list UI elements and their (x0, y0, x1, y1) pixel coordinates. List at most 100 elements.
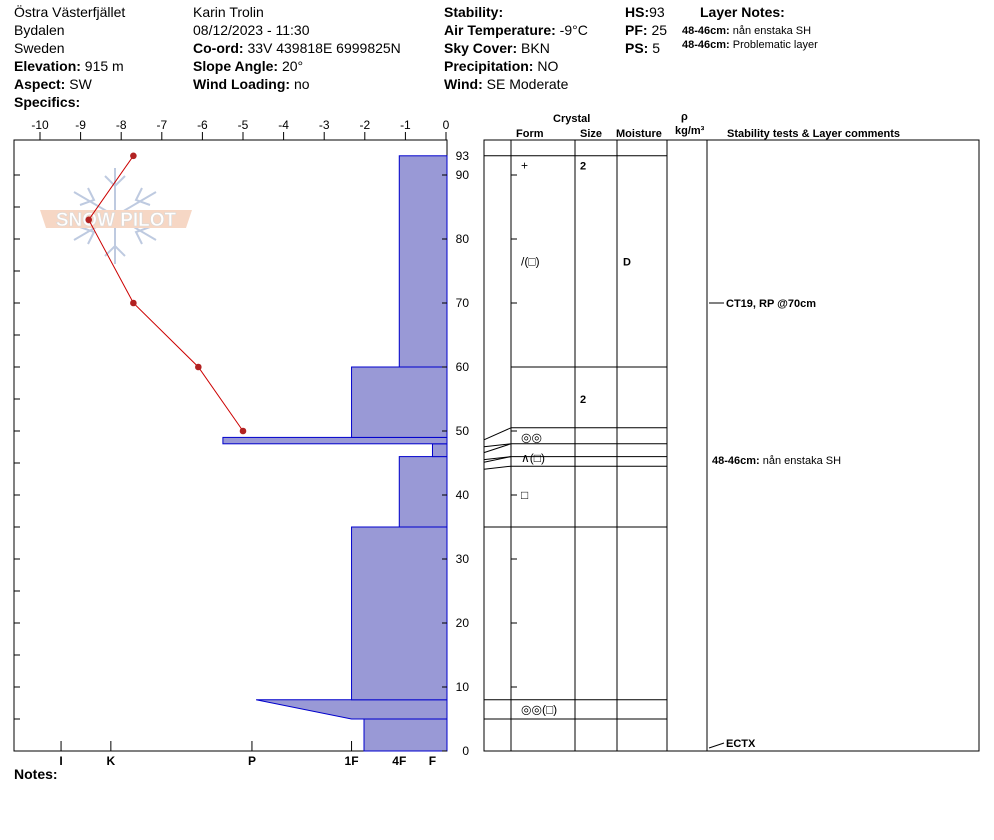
stability-test-result: ECTX (726, 738, 756, 750)
wind-loading-label: Wind Loading: (193, 76, 290, 92)
temperature-point (130, 152, 137, 160)
hardness-label: P (248, 754, 256, 768)
snowpilot-logo: SNOW PILOT (40, 168, 192, 264)
observer-name: Karin Trolin (193, 4, 264, 20)
temperature-point (85, 216, 93, 224)
temp-tick-label: -5 (238, 118, 249, 132)
temp-tick-label: -2 (359, 118, 370, 132)
wind-loading-value: no (294, 76, 310, 92)
crystal-form-symbol: ◎◎ (521, 430, 542, 444)
hardness-label: I (59, 754, 62, 768)
hardness-bar (222, 436, 448, 445)
hardness-bar (398, 456, 448, 528)
hardness-label: 1F (345, 754, 359, 768)
precipitation-label: Precipitation: (444, 58, 533, 74)
pf-label: PF: (625, 22, 648, 38)
temp-tick-label: -1 (400, 118, 411, 132)
wind-value: SE Moderate (487, 76, 569, 92)
crystal-form-symbol: + (521, 158, 528, 172)
height-tick-label: 60 (456, 360, 470, 374)
hardness-profile (222, 155, 448, 752)
form-header: Form (516, 128, 544, 140)
crystal-header: Crystal (553, 113, 590, 125)
stability-label: Stability: (444, 4, 503, 20)
temperature-line (88, 155, 244, 432)
temp-tick-label: -8 (116, 118, 127, 132)
temp-tick-label: -6 (197, 118, 208, 132)
svg-text:Slope Angle: 20°: Slope Angle: 20° (193, 58, 303, 74)
height-tick-label: 10 (456, 680, 470, 694)
svg-text:Wind Loading: no: Wind Loading: no (193, 76, 310, 92)
crystal-form-symbol: ◎◎(□) (521, 702, 557, 716)
layer-connector (483, 465, 512, 470)
notes-label: Notes: (14, 766, 58, 782)
height-tick-label: 80 (456, 232, 470, 246)
hardness-label: F (429, 754, 436, 768)
svg-text:Air Temperature: -9°C: Air Temperature: -9°C (444, 22, 588, 38)
coord-label: Co-ord: (193, 40, 244, 56)
layer-note: 48-46cm: nån enstaka SH (682, 25, 811, 37)
temperature-axis: -10 -9 -8 -7 -6 -5 -4 -3 -2 -1 0I K P 1F 4F F (14, 118, 450, 768)
temperature-point (195, 363, 202, 371)
temp-tick-label: -7 (156, 118, 167, 132)
svg-text:Sky Cover: BKN: Sky Cover: BKN (444, 40, 550, 56)
height-axis: 0 10 20 30 40 50 60 70 80 90 93 (442, 149, 469, 758)
rho-header: ρ (681, 111, 688, 123)
svg-text:Stability:: Stability: (444, 4, 503, 20)
crystal-form-symbol: /(□) (521, 254, 540, 268)
temp-tick-label: 0 (443, 118, 450, 132)
hardness-bar (363, 718, 448, 752)
crystal-size: 2 (580, 394, 586, 406)
hardness-bar (398, 155, 448, 368)
header: Östra Västerfjället Bydalen Sweden Eleva… (14, 3, 818, 110)
specifics-label: Specifics: (14, 94, 80, 110)
slope-value: 20° (282, 58, 303, 74)
hardness-label: K (107, 754, 116, 768)
moisture-value: D (623, 256, 631, 268)
svg-text:Precipitation: NO: Precipitation: NO (444, 58, 558, 74)
ps-value: 5 (652, 40, 660, 56)
hardness-label: 4F (392, 754, 406, 768)
hs-label: HS: (625, 4, 649, 20)
layer-comment: 48-46cm: nån enstaka SH (712, 455, 841, 467)
elevation-label: Elevation: (14, 58, 81, 74)
air-temp-label: Air Temperature: (444, 22, 556, 38)
height-tick-label: 50 (456, 424, 470, 438)
temp-tick-label: -10 (31, 118, 49, 132)
elevation-value: 915 m (85, 58, 124, 74)
layer-connector (483, 443, 512, 448)
hardness-bar (351, 526, 448, 701)
height-tick-label: 70 (456, 296, 470, 310)
hardness-bar (351, 366, 448, 438)
slope-label: Slope Angle: (193, 58, 278, 74)
temperature-point (239, 427, 247, 435)
layer-note: 48-46cm: Problematic layer (682, 39, 818, 51)
temp-tick-label: -9 (75, 118, 86, 132)
height-tick-label: 0 (462, 744, 469, 758)
height-tick-label: 90 (456, 168, 470, 182)
sky-cover-label: Sky Cover: (444, 40, 517, 56)
moisture-header: Moisture (616, 128, 662, 140)
svg-text:Aspect: SW: Aspect: SW (14, 76, 93, 92)
precipitation-value: NO (537, 58, 558, 74)
layer-connector (483, 443, 512, 454)
density-unit-header: kg/m³ (675, 125, 705, 137)
stability-test-result: CT19, RP @70cm (726, 298, 816, 310)
crystal-size: 2 (580, 160, 586, 172)
svg-text:PS: 5: PS: 5 (625, 40, 660, 56)
hardness-bar (431, 443, 448, 458)
aspect-label: Aspect: (14, 76, 65, 92)
temp-tick-label: -3 (319, 118, 330, 132)
logo-text: SNOW PILOT (56, 210, 177, 231)
country-name: Sweden (14, 40, 65, 56)
table-frame (483, 139, 980, 752)
observation-datetime: 08/12/2023 - 11:30 (193, 22, 310, 38)
temp-tick-label: -4 (278, 118, 289, 132)
ps-label: PS: (625, 40, 648, 56)
location-name: Östra Västerfjället (14, 3, 125, 20)
air-temp-value: -9°C (560, 22, 588, 38)
height-tick-label: 20 (456, 616, 470, 630)
hs-value: 93 (649, 4, 665, 20)
hardness-bar (256, 699, 448, 720)
pf-value: 25 (651, 22, 667, 38)
